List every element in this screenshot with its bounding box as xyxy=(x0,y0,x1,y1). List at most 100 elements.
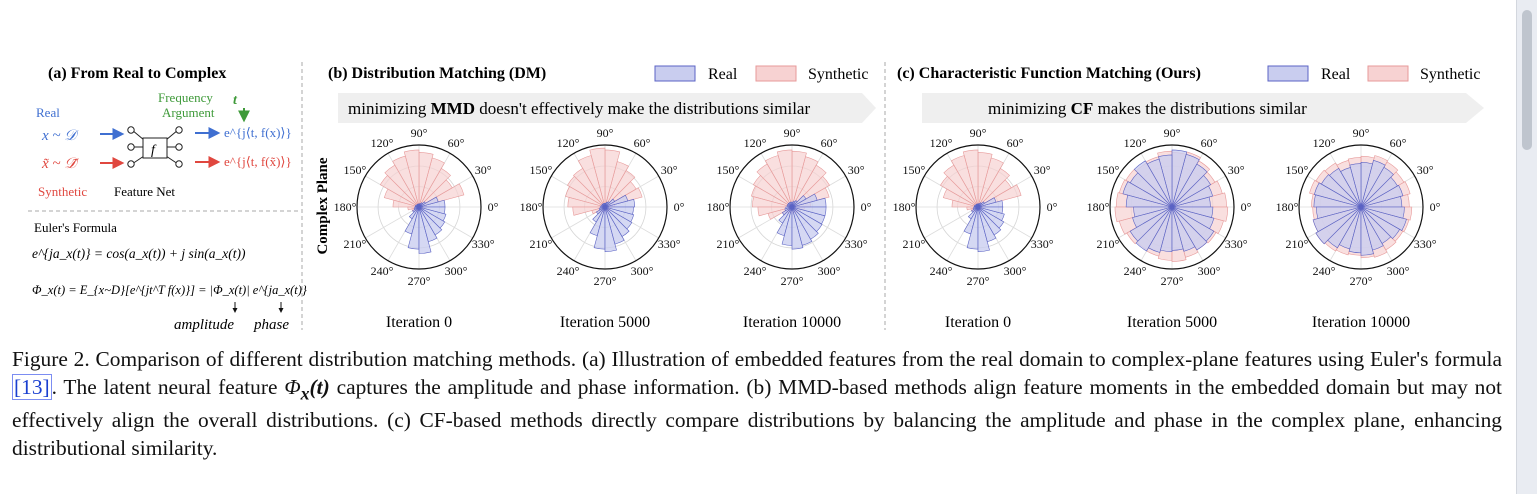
angle-label: 180° xyxy=(1276,200,1299,214)
phi-symbol: Φ xyxy=(284,374,301,399)
angle-label: 0° xyxy=(861,200,872,214)
real-bin xyxy=(418,206,443,236)
real-bin xyxy=(791,195,807,208)
angle-label: 120° xyxy=(1313,136,1336,150)
real-bin xyxy=(977,206,1004,214)
panel-c-title: (c) Characteristic Function Matching (Ou… xyxy=(897,65,1201,82)
citation-link[interactable]: [13] xyxy=(12,373,52,400)
angle-label: 270° xyxy=(781,274,804,288)
real-bin xyxy=(1122,181,1173,208)
real-bin xyxy=(1360,162,1373,208)
iteration-label-b-1: Iteration 5000 xyxy=(560,314,650,331)
real-bin xyxy=(604,206,625,245)
figure-2: (a) From Real to Complex Real x ~ 𝒟 x̃ ~… xyxy=(28,62,1484,333)
polar-chart-cf-10000: 0° 30° 60° 90° 120° 150° 180° 210° 240° 270° 300° 3… xyxy=(1276,126,1441,288)
phase-label: phase xyxy=(253,317,289,333)
synthetic-bin xyxy=(752,175,793,208)
angle-label: 270° xyxy=(594,274,617,288)
real-bin xyxy=(791,206,813,246)
real-bin xyxy=(1360,206,1405,219)
synthetic-label: Synthetic xyxy=(38,184,87,199)
angle-label: 330° xyxy=(1414,237,1437,251)
synthetic-bin xyxy=(383,188,420,208)
angle-label: 120° xyxy=(744,136,767,150)
angle-label: 0° xyxy=(674,200,685,214)
synthetic-bin xyxy=(943,164,979,208)
angle-label: 300° xyxy=(445,264,468,278)
real-bin xyxy=(791,200,798,208)
phi-eq: Φ_x(t) = E_{x~D}[e^{jt^T f(x)}] = |Φ_x(t… xyxy=(32,283,307,297)
synthetic-bin xyxy=(951,199,979,208)
polar-chart-cf-5000: 0° 30° 60° 90° 120° 150° 180° 210° 240° 270° 300° 3… xyxy=(1087,126,1252,288)
t-symbol: t xyxy=(233,93,238,108)
euler-eq: e^{ja_x(t)} = cos(a_x(t)) + j sin(a_x(t)… xyxy=(32,246,246,261)
real-bin xyxy=(791,206,827,217)
angle-label: 30° xyxy=(1228,163,1245,177)
real-bin xyxy=(1360,206,1407,231)
real-bin xyxy=(791,206,823,232)
argument-label: Argument xyxy=(162,105,215,120)
scrollbar[interactable] xyxy=(1516,0,1537,494)
angle-label: 150° xyxy=(529,163,552,177)
synthetic-bin xyxy=(752,196,793,208)
real-bin xyxy=(1171,206,1214,218)
iteration-label-b-0: Iteration 0 xyxy=(386,314,452,331)
angle-label: 330° xyxy=(1031,237,1054,251)
real-bin xyxy=(604,198,616,208)
angle-label: 150° xyxy=(716,163,739,177)
polar-chart-dm-10000: 0° 30° 60° 90° 120° 150° 180° 210° 240° 270° 300° 3… xyxy=(707,126,872,288)
real-bin xyxy=(977,206,1002,236)
angle-label: 300° xyxy=(631,264,654,278)
panel-a: (a) From Real to Complex Real x ~ 𝒟 x̃ ~… xyxy=(28,65,307,333)
angle-label: 270° xyxy=(967,274,990,288)
angle-label: 90° xyxy=(970,126,987,140)
angle-label: 300° xyxy=(818,264,841,278)
angle-label: 150° xyxy=(1096,163,1119,177)
angle-label: 60° xyxy=(448,136,465,150)
real-bin xyxy=(1360,206,1384,251)
angle-label: 210° xyxy=(716,237,739,251)
phi-subscript: x xyxy=(300,382,310,403)
polar-grid-spoke xyxy=(365,206,420,239)
angle-label: 90° xyxy=(1164,126,1181,140)
polar-outline xyxy=(1109,144,1235,270)
synthetic-bin xyxy=(756,163,793,208)
scrollbar-thumb[interactable] xyxy=(1522,10,1532,150)
synthetic-var: x̃ ~ 𝒟̃ xyxy=(41,156,79,172)
real-bin xyxy=(1171,206,1208,251)
iteration-label-b-2: Iteration 10000 xyxy=(743,314,841,331)
synthetic-bin xyxy=(577,155,606,208)
angle-label: 240° xyxy=(1124,264,1147,278)
polar-outline xyxy=(542,144,668,270)
panel-b: (b) Distribution Matching (DM) Real Synt… xyxy=(315,65,876,331)
real-bin xyxy=(1360,159,1386,208)
out-real-exp: e^{j⟨t, f(x)⟩} xyxy=(224,125,292,140)
angle-label: 60° xyxy=(634,136,651,150)
real-bin xyxy=(1171,149,1188,208)
polar-outline xyxy=(729,144,855,270)
iteration-label-c-2: Iteration 10000 xyxy=(1312,314,1410,331)
angle-label: 180° xyxy=(1087,200,1110,214)
angle-label: 210° xyxy=(343,237,366,251)
angle-label: 300° xyxy=(1198,264,1221,278)
synthetic-bin xyxy=(567,197,606,208)
angle-label: 210° xyxy=(529,237,552,251)
phi-argument: (t) xyxy=(309,374,330,399)
banner-b-text: minimizing MMD doesn't effectively make … xyxy=(348,99,810,118)
angle-label: 30° xyxy=(848,163,865,177)
angle-label: 210° xyxy=(1285,237,1308,251)
angle-label: 300° xyxy=(1004,264,1027,278)
real-bin xyxy=(418,206,446,215)
out-synth-exp: e^{j⟨t, f(x̃)⟩} xyxy=(224,154,292,169)
synthetic-bin xyxy=(950,155,979,208)
amplitude-label: amplitude xyxy=(174,317,234,333)
angle-label: 90° xyxy=(784,126,801,140)
real-bin xyxy=(1133,160,1173,208)
angle-label: 0° xyxy=(1241,200,1252,214)
angle-label: 60° xyxy=(821,136,838,150)
legend-synth-swatch-b xyxy=(755,65,797,82)
real-bin xyxy=(1125,194,1173,208)
angle-label: 30° xyxy=(1034,163,1051,177)
real-bin xyxy=(418,206,446,229)
polar-outline xyxy=(356,144,482,270)
